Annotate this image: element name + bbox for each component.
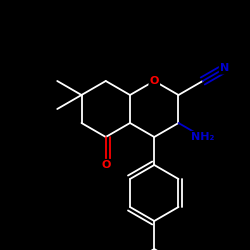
Text: O: O [150, 76, 159, 86]
Text: NH₂: NH₂ [191, 132, 214, 142]
Text: N: N [220, 64, 229, 74]
Text: O: O [101, 160, 110, 170]
